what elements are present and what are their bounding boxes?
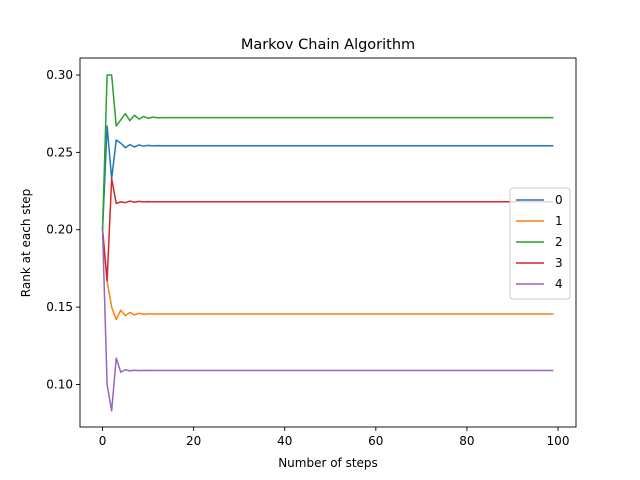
legend-label-4: 4	[555, 277, 563, 291]
y-axis-ticks: 0.10 0.15 0.20 0.25 0.30	[46, 68, 80, 391]
legend-label-2: 2	[555, 235, 563, 249]
legend-box	[509, 187, 571, 300]
x-tick-label: 40	[277, 434, 292, 448]
y-tick-label: 0.10	[46, 377, 73, 391]
plot-lines	[101, 74, 554, 412]
y-axis-label: Rank at each step	[19, 189, 33, 297]
series-line-1	[101, 229, 554, 321]
series-line-3	[101, 177, 554, 282]
chart-title: Markov Chain Algorithm	[241, 37, 415, 53]
y-tick-label: 0.30	[46, 68, 73, 82]
series-line-2	[101, 74, 554, 230]
x-tick-label: 20	[186, 434, 201, 448]
legend-label-0: 0	[555, 193, 563, 207]
series-line-4	[101, 229, 554, 412]
legend: 0 1 2 3 4	[509, 187, 571, 300]
legend-label-3: 3	[555, 256, 563, 270]
y-tick-label: 0.25	[46, 145, 73, 159]
x-tick-label: 60	[368, 434, 383, 448]
plot-frame	[79, 57, 577, 428]
y-tick-label: 0.15	[46, 300, 73, 314]
series-line-0	[101, 125, 554, 230]
legend-label-1: 1	[555, 214, 563, 228]
x-tick-label: 0	[99, 434, 107, 448]
x-tick-label: 80	[459, 434, 474, 448]
x-axis-ticks: 0 20 40 60 80 100	[99, 427, 570, 448]
x-axis-label: Number of steps	[278, 456, 378, 470]
y-tick-label: 0.20	[46, 223, 73, 237]
x-tick-label: 100	[547, 434, 570, 448]
